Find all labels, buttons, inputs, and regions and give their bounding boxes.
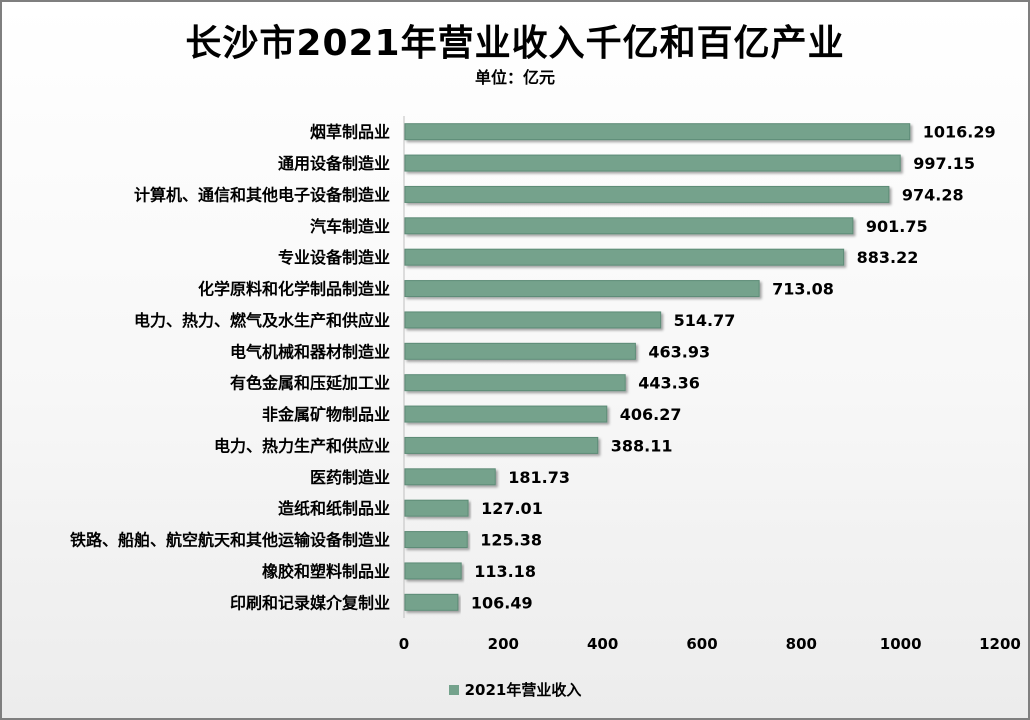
data-label: 901.75 [866,217,928,236]
bar [404,217,854,235]
data-label: 388.11 [611,436,673,455]
legend-swatch [448,684,459,695]
category-label: 烟草制品业 [310,123,390,142]
data-label: 974.28 [902,185,964,204]
legend-label: 2021年营业收入 [464,681,582,699]
bar [404,562,462,580]
category-label: 电力、热力、燃气及水生产和供应业 [134,311,390,330]
category-label: 非金属矿物制品业 [262,405,390,424]
chart-subtitle: 单位：亿元 [474,68,555,87]
category-label: 化学原料和化学制品制造业 [198,280,390,299]
category-label: 印刷和记录媒介复制业 [230,593,390,612]
category-label: 电气机械和器材制造业 [230,342,390,361]
category-label: 铁路、船舶、航空航天和其他运输设备制造业 [70,531,390,550]
x-tick-label: 400 [587,635,618,653]
category-label: 汽车制造业 [310,217,390,236]
bar [404,405,608,423]
bar [404,342,636,360]
data-label: 713.08 [772,280,834,299]
category-label: 有色金属和压延加工业 [230,374,390,393]
category-label: 造纸和纸制品业 [278,499,390,518]
x-tick-label: 600 [686,635,717,653]
x-tick-label: 1200 [979,635,1021,653]
bar [404,374,626,392]
category-label: 电力、热力生产和供应业 [214,436,390,455]
bar [404,311,662,329]
data-label: 106.49 [471,593,533,612]
bar [404,499,469,517]
bar [404,468,496,486]
data-label: 883.22 [857,248,919,267]
category-label: 橡胶和塑料制品业 [262,562,390,581]
bar [404,593,459,611]
bar [404,280,760,298]
data-label: 443.36 [638,374,700,393]
data-label: 113.18 [474,562,536,581]
data-label: 1016.29 [923,123,996,142]
bar [404,248,845,266]
legend: 2021年营业收入 [0,679,1030,700]
data-label: 997.15 [913,154,975,173]
category-label: 专业设备制造业 [278,248,390,267]
category-label: 通用设备制造业 [278,154,390,173]
data-label: 125.38 [480,531,542,550]
data-label: 181.73 [508,468,570,487]
data-label: 127.01 [481,499,543,518]
bar [404,185,890,203]
data-label: 514.77 [674,311,736,330]
x-tick-label: 200 [488,635,519,653]
bar [404,531,468,549]
x-tick-label: 1000 [880,635,922,653]
bar [404,123,911,141]
x-tick-label: 800 [786,635,817,653]
data-label: 406.27 [620,405,682,424]
bar [404,436,599,454]
x-tick-label: 0 [399,635,409,653]
category-label: 医药制造业 [310,468,390,487]
bar [404,154,901,172]
chart-title: 长沙市2021年营业收入千亿和百亿产业 [185,23,845,64]
category-label: 计算机、通信和其他电子设备制造业 [134,185,390,204]
data-label: 463.93 [648,342,710,361]
